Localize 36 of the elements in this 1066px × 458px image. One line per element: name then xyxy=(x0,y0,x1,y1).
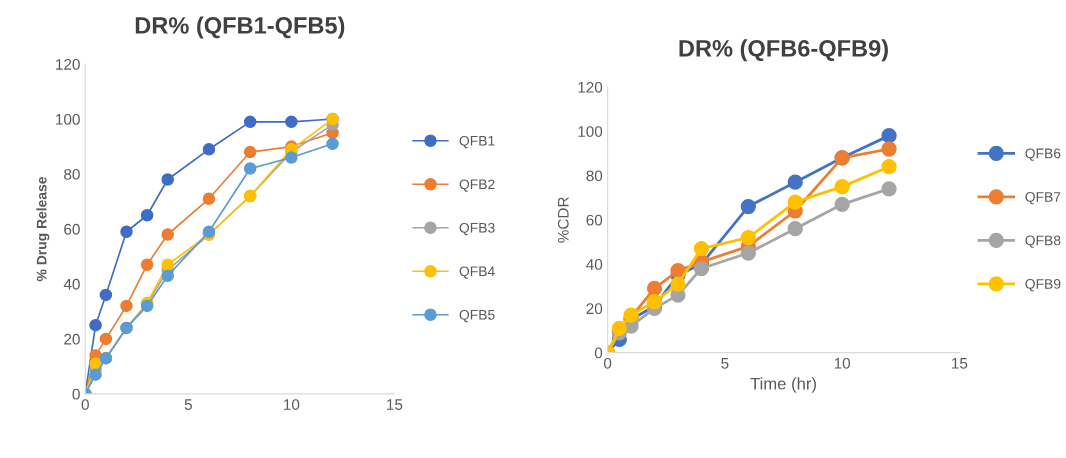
legend-label: QFB7 xyxy=(1025,191,1061,205)
y-tick-label: 20 xyxy=(64,333,80,345)
legend-label: QFB6 xyxy=(1025,148,1061,161)
legend-label: QFB5 xyxy=(459,309,495,323)
y-tick-label: 60 xyxy=(586,214,603,226)
chart-title: DR% (QFB6-QFB9) xyxy=(679,39,888,62)
legend-label: QFB4 xyxy=(459,266,495,279)
y-axis-title: % Drug Release xyxy=(36,176,50,282)
y-tick-label: 80 xyxy=(64,168,80,180)
y-tick-label: 0 xyxy=(594,347,603,359)
y-tick-label: 20 xyxy=(586,303,603,315)
x-tick-label: 5 xyxy=(721,358,729,369)
x-tick-label: 0 xyxy=(603,357,612,369)
x-tick-label: 5 xyxy=(184,399,192,410)
y-tick-label: 60 xyxy=(64,223,80,235)
legend-label: QFB9 xyxy=(1025,278,1061,292)
x-axis-title: Time (hr) xyxy=(750,377,816,393)
x-tick-label: 15 xyxy=(952,358,968,369)
legend-label: QFB3 xyxy=(459,222,495,236)
y-tick-label: 40 xyxy=(63,278,80,290)
y-tick-label: 80 xyxy=(586,170,603,182)
x-tick-label: 10 xyxy=(834,357,851,369)
y-tick-label: 0 xyxy=(72,388,80,400)
y-tick-label: 120 xyxy=(56,58,80,70)
x-tick-label: 15 xyxy=(387,399,403,410)
legend-label: QFB8 xyxy=(1025,235,1061,248)
legend-label: QFB1 xyxy=(459,135,495,149)
y-tick-label: 40 xyxy=(586,258,603,270)
x-tick-label: 0 xyxy=(81,399,89,410)
y-tick-label: 120 xyxy=(578,81,603,93)
y-tick-label: 100 xyxy=(578,126,603,137)
y-axis-title: %CDR xyxy=(557,197,569,243)
y-tick-label: 100 xyxy=(56,113,80,125)
x-tick-label: 10 xyxy=(284,399,300,410)
chart-title: DR% (QFB1-QFB5) xyxy=(135,16,345,39)
legend-label: QFB2 xyxy=(459,179,495,192)
